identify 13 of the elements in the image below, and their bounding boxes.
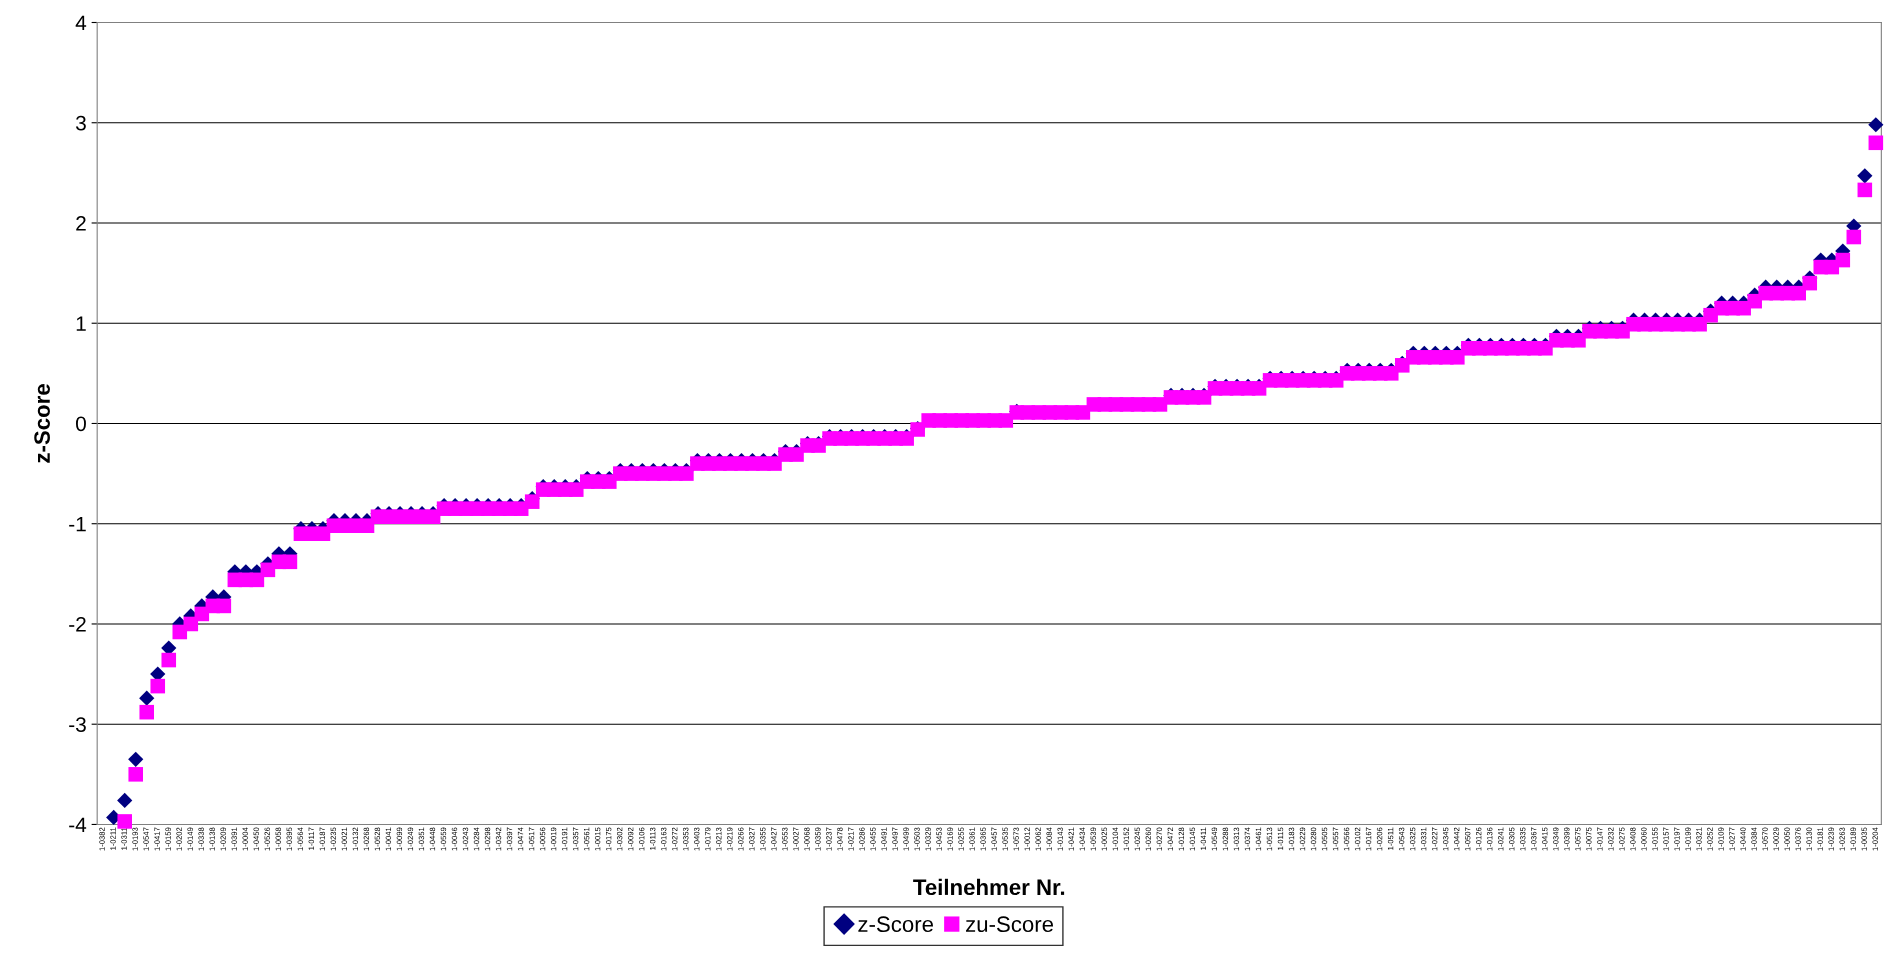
y-tick-label: -2 (69, 616, 86, 632)
legend-label: z-Score (858, 916, 933, 933)
y-tick-label: 4 (75, 15, 87, 31)
y-tick-label: 0 (75, 416, 86, 432)
y-tick-label: 1 (76, 316, 86, 331)
y-tick-label: -3 (69, 717, 86, 732)
y-tick-label: 2 (76, 215, 86, 231)
y-tick-label: 3 (75, 115, 86, 131)
y-tick-label: -4 (69, 817, 87, 832)
x-axis-title: Teilnehmer Nr. (913, 878, 1065, 896)
legend-label: zu-Score (966, 916, 1054, 933)
y-tick-label: -1 (69, 516, 86, 532)
y-axis-title: z-Score (34, 384, 50, 463)
